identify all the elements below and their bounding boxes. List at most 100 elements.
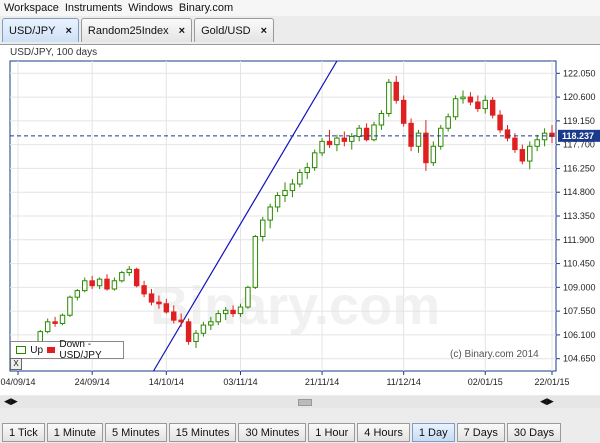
candle-body (252, 236, 259, 288)
y-tick-label: 120.600 (563, 92, 596, 102)
timeframe-button-5-minutes[interactable]: 5 Minutes (104, 423, 167, 442)
candle-body (185, 321, 192, 342)
timeframe-button-15-minutes[interactable]: 15 Minutes (168, 423, 237, 442)
candle-body (371, 124, 377, 141)
candle-body (541, 132, 548, 141)
candle-body (475, 101, 481, 110)
candle-body (171, 311, 177, 321)
x-tick-label: 24/09/14 (75, 377, 110, 387)
candle-body (44, 321, 51, 333)
candle-body (59, 314, 66, 324)
candle-body (386, 81, 392, 114)
tab-label: Gold/USD (201, 24, 251, 37)
timeframe-button-1-tick[interactable]: 1 Tick (2, 423, 45, 442)
candle-body (148, 293, 155, 303)
candle-body (274, 194, 281, 208)
tab-usdjpy[interactable]: USD/JPY × (2, 18, 79, 42)
candle-body (156, 301, 162, 305)
legend-close-icon[interactable]: X (10, 358, 22, 370)
candle-body (96, 278, 103, 287)
candle-body (497, 114, 503, 131)
candle-body (267, 206, 273, 221)
close-icon[interactable]: × (178, 24, 186, 37)
timeframe-button-30-days[interactable]: 30 Days (506, 423, 562, 442)
candle-body (519, 149, 526, 162)
scroll-thumb[interactable] (298, 399, 312, 406)
close-icon[interactable]: × (260, 24, 268, 37)
timeframe-button-7-days[interactable]: 7 Days (456, 423, 505, 442)
y-tick-label: 117.700 (563, 140, 595, 150)
menu-workspace[interactable]: Workspace (4, 2, 59, 14)
y-tick-label: 119.150 (563, 116, 595, 126)
x-tick-label: 14/10/14 (149, 377, 184, 387)
candle-body (104, 278, 110, 290)
timeframe-button-1-minute[interactable]: 1 Minute (46, 423, 103, 442)
tab-goldusd[interactable]: Gold/USD × (194, 18, 275, 42)
timeframe-bar: 1 Tick 1 Minute 5 Minutes 15 Minutes 30 Minu… (0, 423, 600, 443)
menu-instruments[interactable]: Instruments (64, 2, 123, 14)
candle-body (430, 145, 437, 164)
candle-body (82, 280, 88, 292)
trendline (152, 60, 338, 372)
candle-body (408, 122, 414, 147)
candlestick-chart[interactable]: 122.050 120.600 119.150 117.700 116.250 114.8… (0, 45, 600, 395)
candle-body (193, 332, 199, 342)
candle-body (111, 280, 118, 290)
candle-body (393, 81, 399, 101)
candle-body (460, 96, 466, 100)
candle-body (245, 286, 251, 308)
candle-body (282, 190, 288, 196)
candle-body (178, 319, 184, 323)
candle-body (133, 268, 140, 287)
candle-body (534, 139, 540, 147)
scroll-right-icon[interactable]: ◀▶ (540, 396, 554, 406)
candle-body (326, 140, 333, 146)
candle-body (208, 321, 214, 326)
candle-body (504, 129, 511, 139)
candle-body (215, 313, 221, 323)
scroll-left-icon[interactable]: ◀▶ (4, 396, 18, 406)
y-tick-label: 109.000 (563, 282, 596, 292)
candle-body (304, 167, 310, 174)
candle-body (341, 137, 348, 142)
candle-body (289, 183, 296, 192)
menu-windows[interactable]: Windows (128, 2, 173, 14)
candle-body (423, 132, 429, 164)
candle-body (237, 306, 244, 315)
x-tick-label: 02/01/15 (468, 377, 503, 387)
candle-body (349, 135, 355, 142)
candle-body (452, 98, 459, 118)
y-tick-label: 113.350 (563, 211, 595, 221)
candle-body (74, 290, 81, 298)
candle-body (230, 309, 236, 315)
timeframe-button-30-minutes[interactable]: 30 Minutes (238, 423, 307, 442)
watermark: Binary.com (150, 276, 441, 336)
close-icon[interactable]: × (65, 24, 72, 37)
down-swatch-icon (47, 347, 56, 353)
chart-scrollbar[interactable]: ◀▶ ◀▶ (0, 396, 600, 408)
timeframe-button-4-hours[interactable]: 4 Hours (357, 423, 410, 442)
candle-body (67, 296, 73, 316)
menu-bar: Workspace Instruments Windows Binary.com (0, 0, 600, 16)
instrument-tabs: USD/JPY × Random25Index × Gold/USD × (0, 18, 275, 44)
chart-panel[interactable]: Binary.com USD/JPY, 100 days 122.050 120.… (0, 44, 600, 395)
candle-body (489, 99, 496, 116)
candle-body (52, 321, 58, 324)
timeframe-button-1-hour[interactable]: 1 Hour (308, 423, 356, 442)
candle-body (512, 137, 518, 151)
candle-body (400, 99, 407, 124)
candle-body (356, 127, 362, 137)
candle-body (200, 324, 207, 334)
candle-body (141, 285, 147, 295)
y-tick-label: 110.450 (563, 259, 595, 269)
timeframe-button-1-day[interactable]: 1 Day (411, 423, 455, 442)
x-tick-label: 21/11/14 (305, 377, 339, 387)
tab-random25index[interactable]: Random25Index × (80, 18, 193, 42)
chart-legend: Up Down - USD/JPY (10, 339, 124, 361)
y-tick-label: 111.900 (563, 235, 594, 245)
y-tick-label: 114.800 (563, 187, 595, 197)
candle-body (467, 96, 474, 103)
up-swatch-icon (16, 346, 27, 354)
menu-binary[interactable]: Binary.com (178, 2, 234, 14)
x-tick-label: 04/09/14 (0, 377, 35, 387)
